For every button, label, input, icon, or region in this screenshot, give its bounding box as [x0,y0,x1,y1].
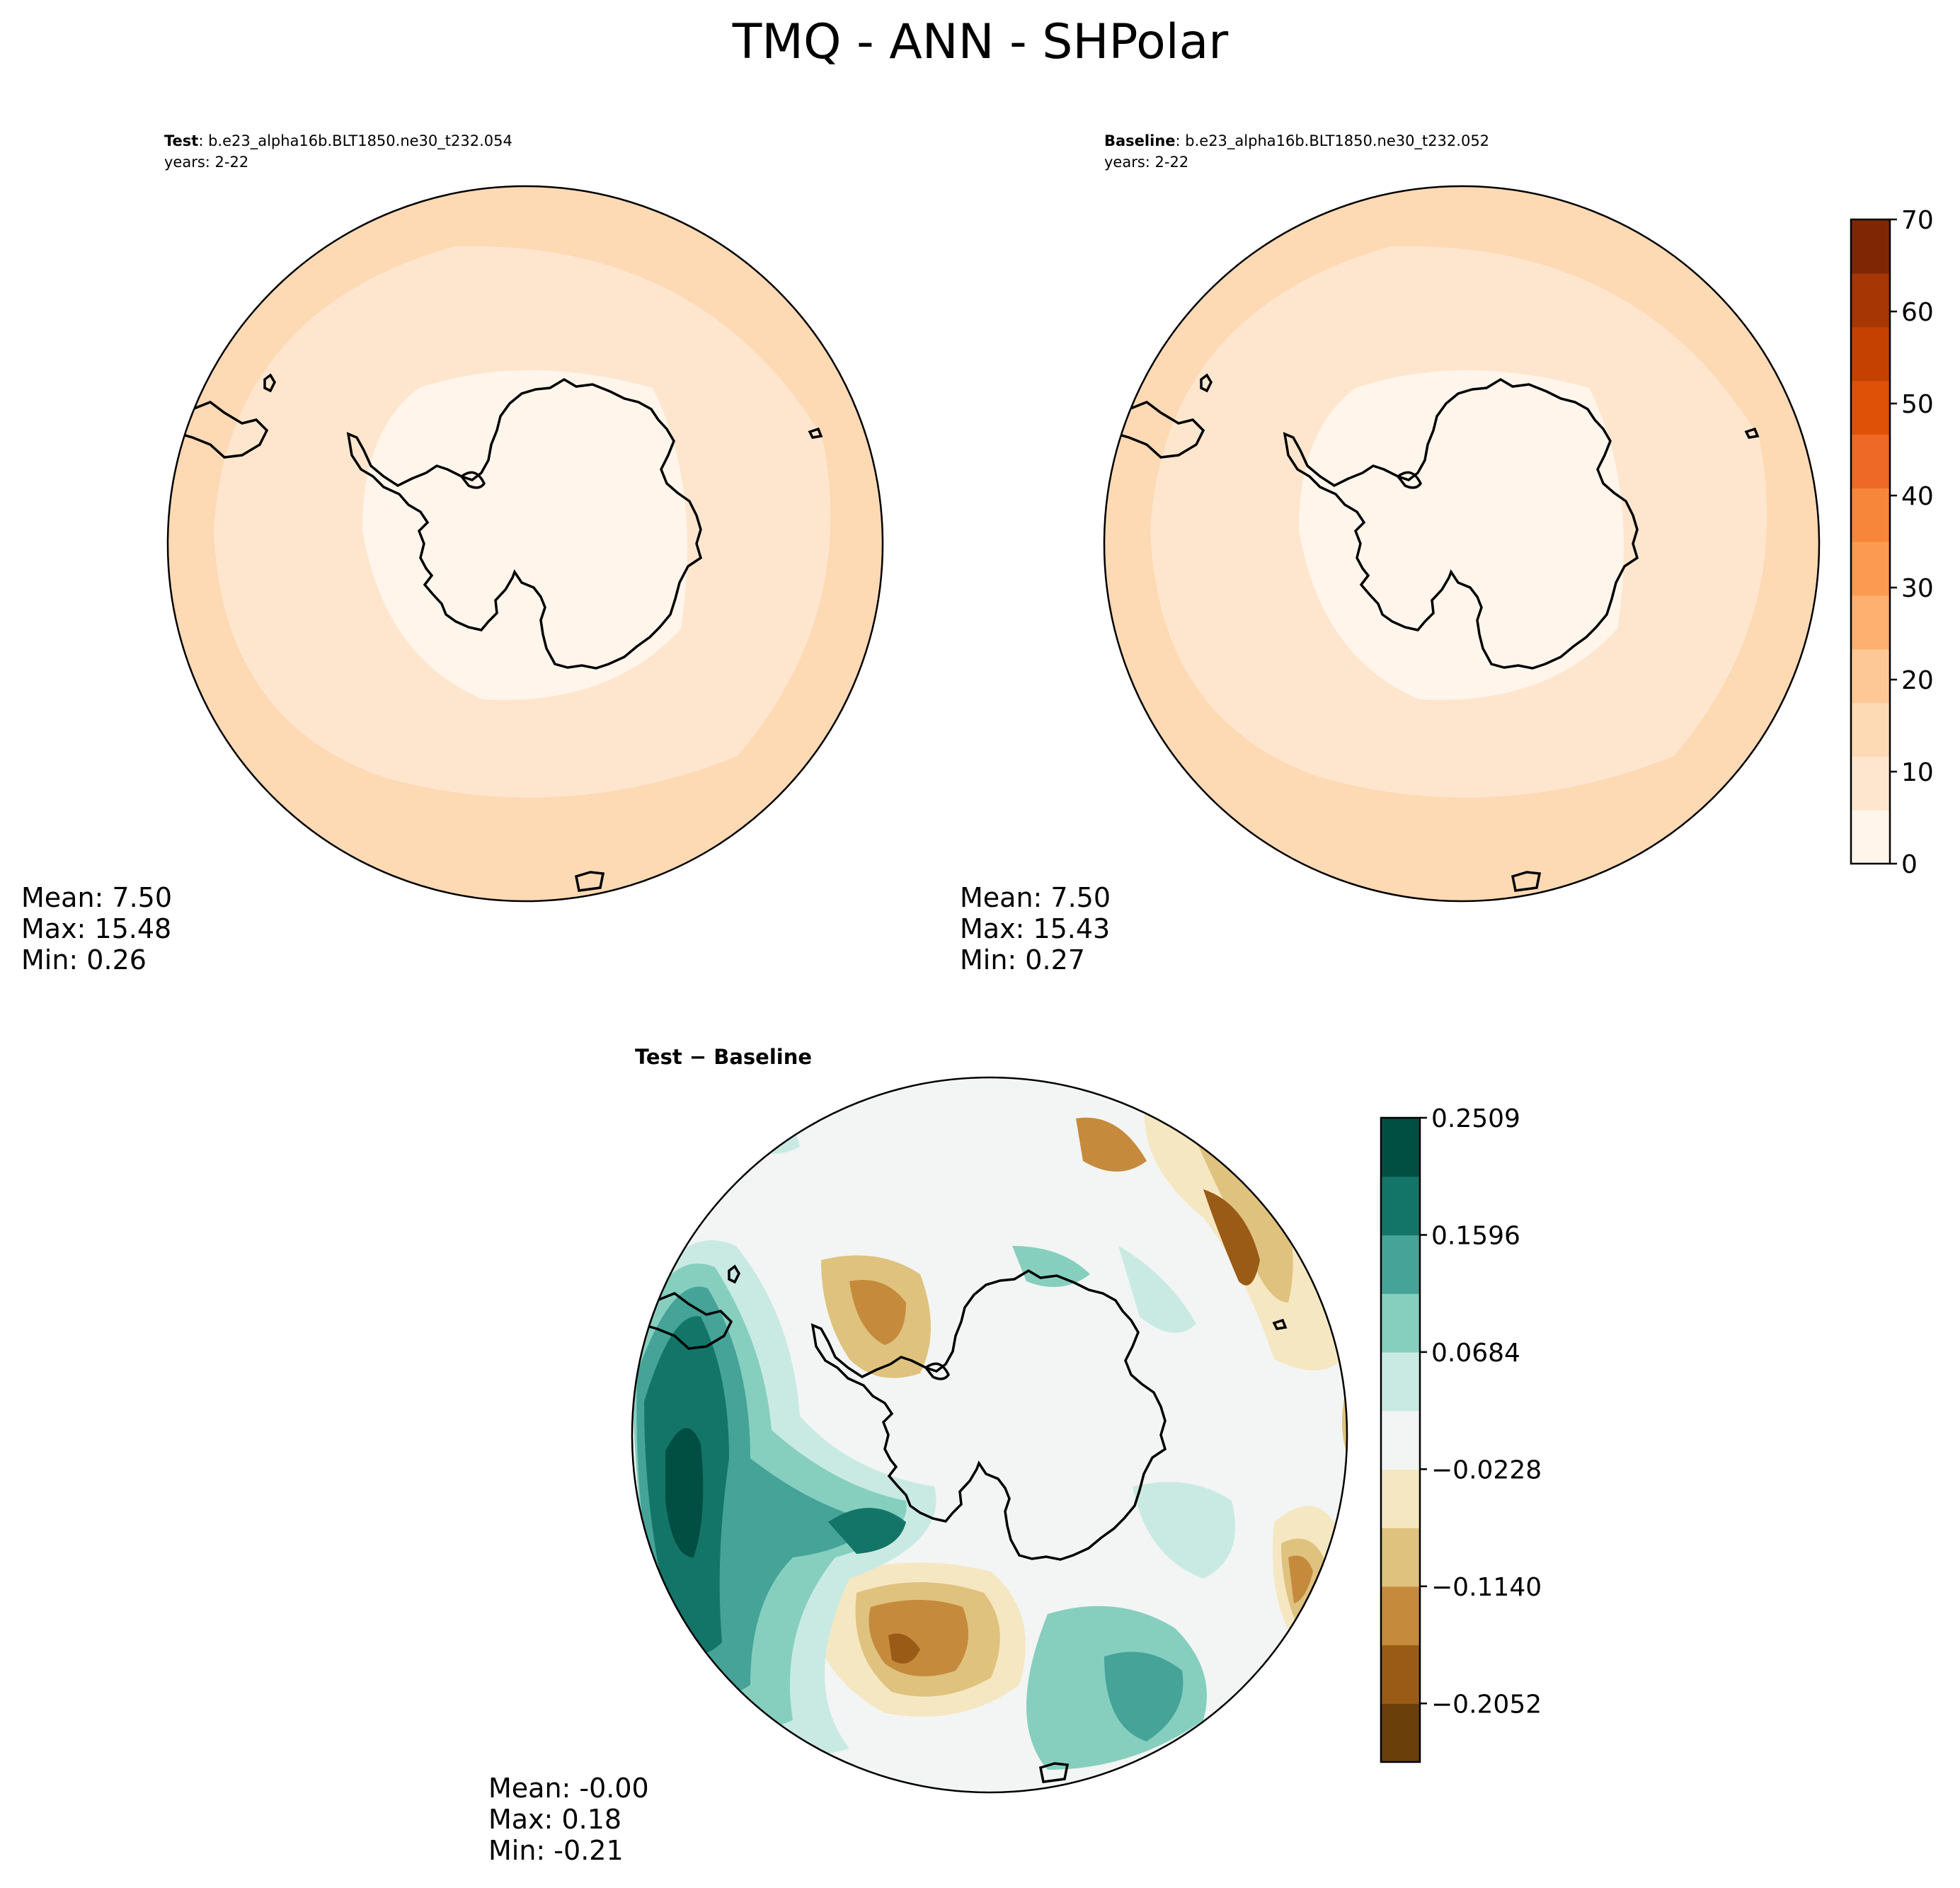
colorbar-top-swatch [1851,542,1890,596]
panel-diff: Test − Baseline [488,1045,1348,1866]
test-stat-min: Min: 0.26 [21,944,147,976]
colorbar-diff-tick-label: 0.0684 [1431,1339,1520,1368]
colorbar-top-frame [1850,218,1891,865]
test-map-field [168,186,883,901]
colorbar-diff-swatch [1381,1528,1420,1587]
colorbar-diff-swatch [1381,1469,1420,1528]
figure-title: TMQ - ANN - SHPolar [732,14,1229,70]
colorbar-diff-swatch [1381,1351,1420,1412]
colorbar-top-swatch [1851,756,1890,811]
colorbar-top-swatch [1851,648,1890,704]
colorbar-diff-tick-label: 0.1596 [1431,1221,1520,1250]
colorbar-top-swatch [1851,434,1890,488]
panel-baseline: Baseline: b.e23_alpha16b.BLT1850.ne30_t2… [960,132,1821,976]
colorbar-top-tick-label: 20 [1901,666,1934,695]
colorbar-diff: −0.2052 −0.1140 −0.0228 0.0684 0.1596 0.2509 [1380,1104,1542,1763]
diff-stat-min: Min: -0.21 [488,1835,624,1866]
diff-map-boundary [631,1076,1348,1794]
baseline-map-boundary [1103,185,1821,903]
colorbar-diff-frame [1380,1116,1421,1763]
colorbar-diff-swatch [1381,1703,1420,1763]
panel-test-title: Test: b.e23_alpha16b.BLT1850.ne30_t232.0… [164,132,512,150]
colorbar-diff-tick-label: −0.1140 [1431,1573,1542,1602]
test-map-boundary [166,185,884,903]
colorbar-top-tick-label: 70 [1901,206,1934,235]
baseline-map-field [1104,186,1819,901]
colorbar-diff-swatch [1381,1586,1420,1646]
colorbar-top-tick-label: 60 [1901,298,1934,327]
panel-baseline-title: Baseline: b.e23_alpha16b.BLT1850.ne30_t2… [1104,132,1489,150]
diff-stat-max: Max: 0.18 [488,1804,621,1835]
colorbar-top-tick-label: 0 [1901,850,1918,879]
colorbar-diff-swatch [1381,1118,1420,1177]
baseline-stat-mean: Mean: 7.50 [960,882,1111,913]
colorbar-top-tick-label: 10 [1901,758,1934,787]
colorbar-diff-tick-label: −0.0228 [1431,1455,1542,1484]
colorbar-top-swatch [1851,219,1890,274]
panel-diff-title: Test − Baseline [635,1045,812,1069]
colorbar-top-swatch [1851,273,1890,328]
colorbar-top-tick-label: 40 [1901,482,1934,511]
colorbar-diff-swatch [1381,1410,1420,1470]
colorbar-diff-swatch [1381,1176,1420,1236]
colorbar-top: 0 10 20 30 40 50 60 70 [1850,206,1934,879]
colorbar-top-swatch [1851,595,1890,650]
panel-baseline-years: years: 2-22 [1104,154,1188,171]
colorbar-top-swatch [1851,702,1890,757]
baseline-stat-max: Max: 15.43 [960,913,1110,944]
colorbar-top-tick-label: 50 [1901,390,1934,419]
panel-test: Test: b.e23_alpha16b.BLT1850.ne30_t232.0… [21,132,884,976]
panel-test-label: Test [164,132,198,149]
diff-map-field [632,1077,1347,1792]
panel-test-years: years: 2-22 [164,154,248,171]
colorbar-diff-tick-label: 0.2509 [1431,1104,1520,1133]
colorbar-top-tick-label: 30 [1901,574,1934,603]
baseline-stat-min: Min: 0.27 [960,944,1085,976]
panel-test-case: : b.e23_alpha16b.BLT1850.ne30_t232.054 [198,132,512,150]
colorbar-top-swatch [1851,488,1890,542]
panel-baseline-label: Baseline [1104,132,1176,149]
colorbar-top-swatch [1851,380,1890,435]
colorbar-top-swatch [1851,326,1890,382]
panel-baseline-case: : b.e23_alpha16b.BLT1850.ne30_t232.052 [1176,132,1490,150]
test-stat-max: Max: 15.48 [21,913,171,944]
colorbar-diff-swatch [1381,1293,1420,1353]
diff-stat-mean: Mean: -0.00 [488,1773,649,1804]
test-stat-mean: Mean: 7.50 [21,882,172,913]
colorbar-top-swatch [1851,810,1890,864]
colorbar-diff-swatch [1381,1644,1420,1704]
colorbar-diff-tick-label: −0.2052 [1431,1690,1542,1719]
colorbar-diff-swatch [1381,1235,1420,1294]
